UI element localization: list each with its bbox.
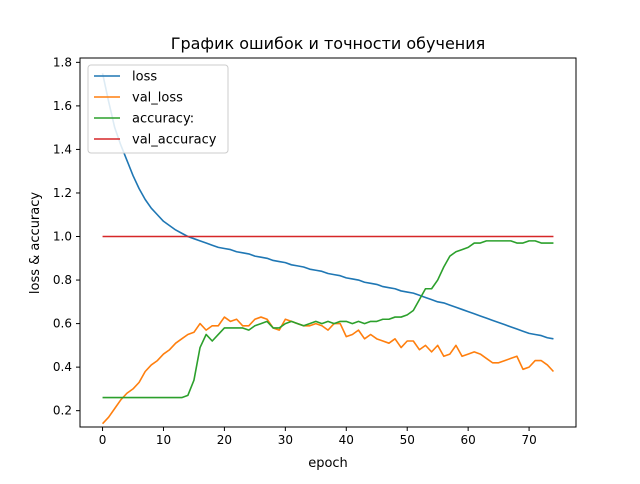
y-tick-label: 0.4 <box>53 360 72 374</box>
legend-label-0: loss <box>132 70 157 85</box>
x-axis-ticks: 0 10 20 30 40 50 60 70 <box>99 427 537 447</box>
y-tick-label: 1.4 <box>53 142 72 156</box>
y-tick-label: 1.6 <box>53 99 72 113</box>
y-tick-label: 0.6 <box>53 317 72 331</box>
x-tick-label: 30 <box>278 433 293 447</box>
x-tick-label: 50 <box>400 433 415 447</box>
legend-box <box>87 64 229 154</box>
series-line-1 <box>101 316 555 425</box>
legend-label-2: accuracy: <box>132 112 194 127</box>
legend-label-3: val_accuracy <box>132 133 217 148</box>
x-axis-label: epoch <box>308 456 348 471</box>
x-tick-label: 70 <box>521 433 536 447</box>
x-tick-label: 0 <box>99 433 107 447</box>
series-line-2 <box>102 240 554 399</box>
y-axis-label: loss & accuracy <box>28 192 43 294</box>
x-tick-label: 40 <box>339 433 354 447</box>
axes-frame <box>79 57 577 428</box>
chart-title: График ошибок и точности обучения <box>171 34 486 53</box>
y-tick-label: 1.2 <box>53 186 72 200</box>
y-tick-label: 0.8 <box>53 273 72 287</box>
y-axis-ticks: 0.2 0.4 0.6 0.8 1.0 1.2 1.4 1.6 1.8 <box>53 55 80 418</box>
y-tick-label: 1.0 <box>53 230 72 244</box>
series-layer <box>101 73 555 425</box>
series-line-0 <box>101 73 554 340</box>
x-tick-label: 20 <box>217 433 232 447</box>
legend-label-1: val_loss <box>132 91 183 106</box>
x-tick-label: 10 <box>156 433 171 447</box>
x-tick-label: 60 <box>461 433 476 447</box>
y-tick-label: 0.2 <box>53 404 72 418</box>
y-tick-label: 1.8 <box>53 55 72 69</box>
legend: loss val_loss accuracy: val_accuracy <box>87 64 229 154</box>
